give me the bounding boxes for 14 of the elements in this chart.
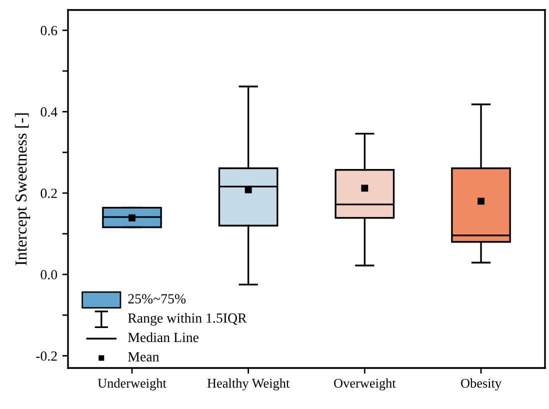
y-tick-label: 0.6: [40, 26, 58, 36]
x-tick-label: Obesity: [461, 378, 502, 390]
y-tick-label: -0.2: [36, 351, 57, 361]
annotation: Median Line: [128, 332, 198, 342]
annotation: Mean: [128, 352, 160, 362]
annotation: 25%~75%: [128, 294, 186, 304]
y-axis-title: Intercept Sweetness [-]: [14, 113, 30, 266]
x-tick-label: Underweight: [98, 378, 166, 390]
y-tick-label: 0.4: [40, 107, 58, 117]
x-tick-label: Overweight: [334, 378, 396, 390]
y-tick-label: 0.0: [40, 270, 58, 280]
x-tick-label: Healthy Weight: [207, 378, 290, 390]
y-tick-label: 0.2: [40, 188, 57, 198]
annotation: Range within 1.5IQR: [128, 312, 247, 326]
